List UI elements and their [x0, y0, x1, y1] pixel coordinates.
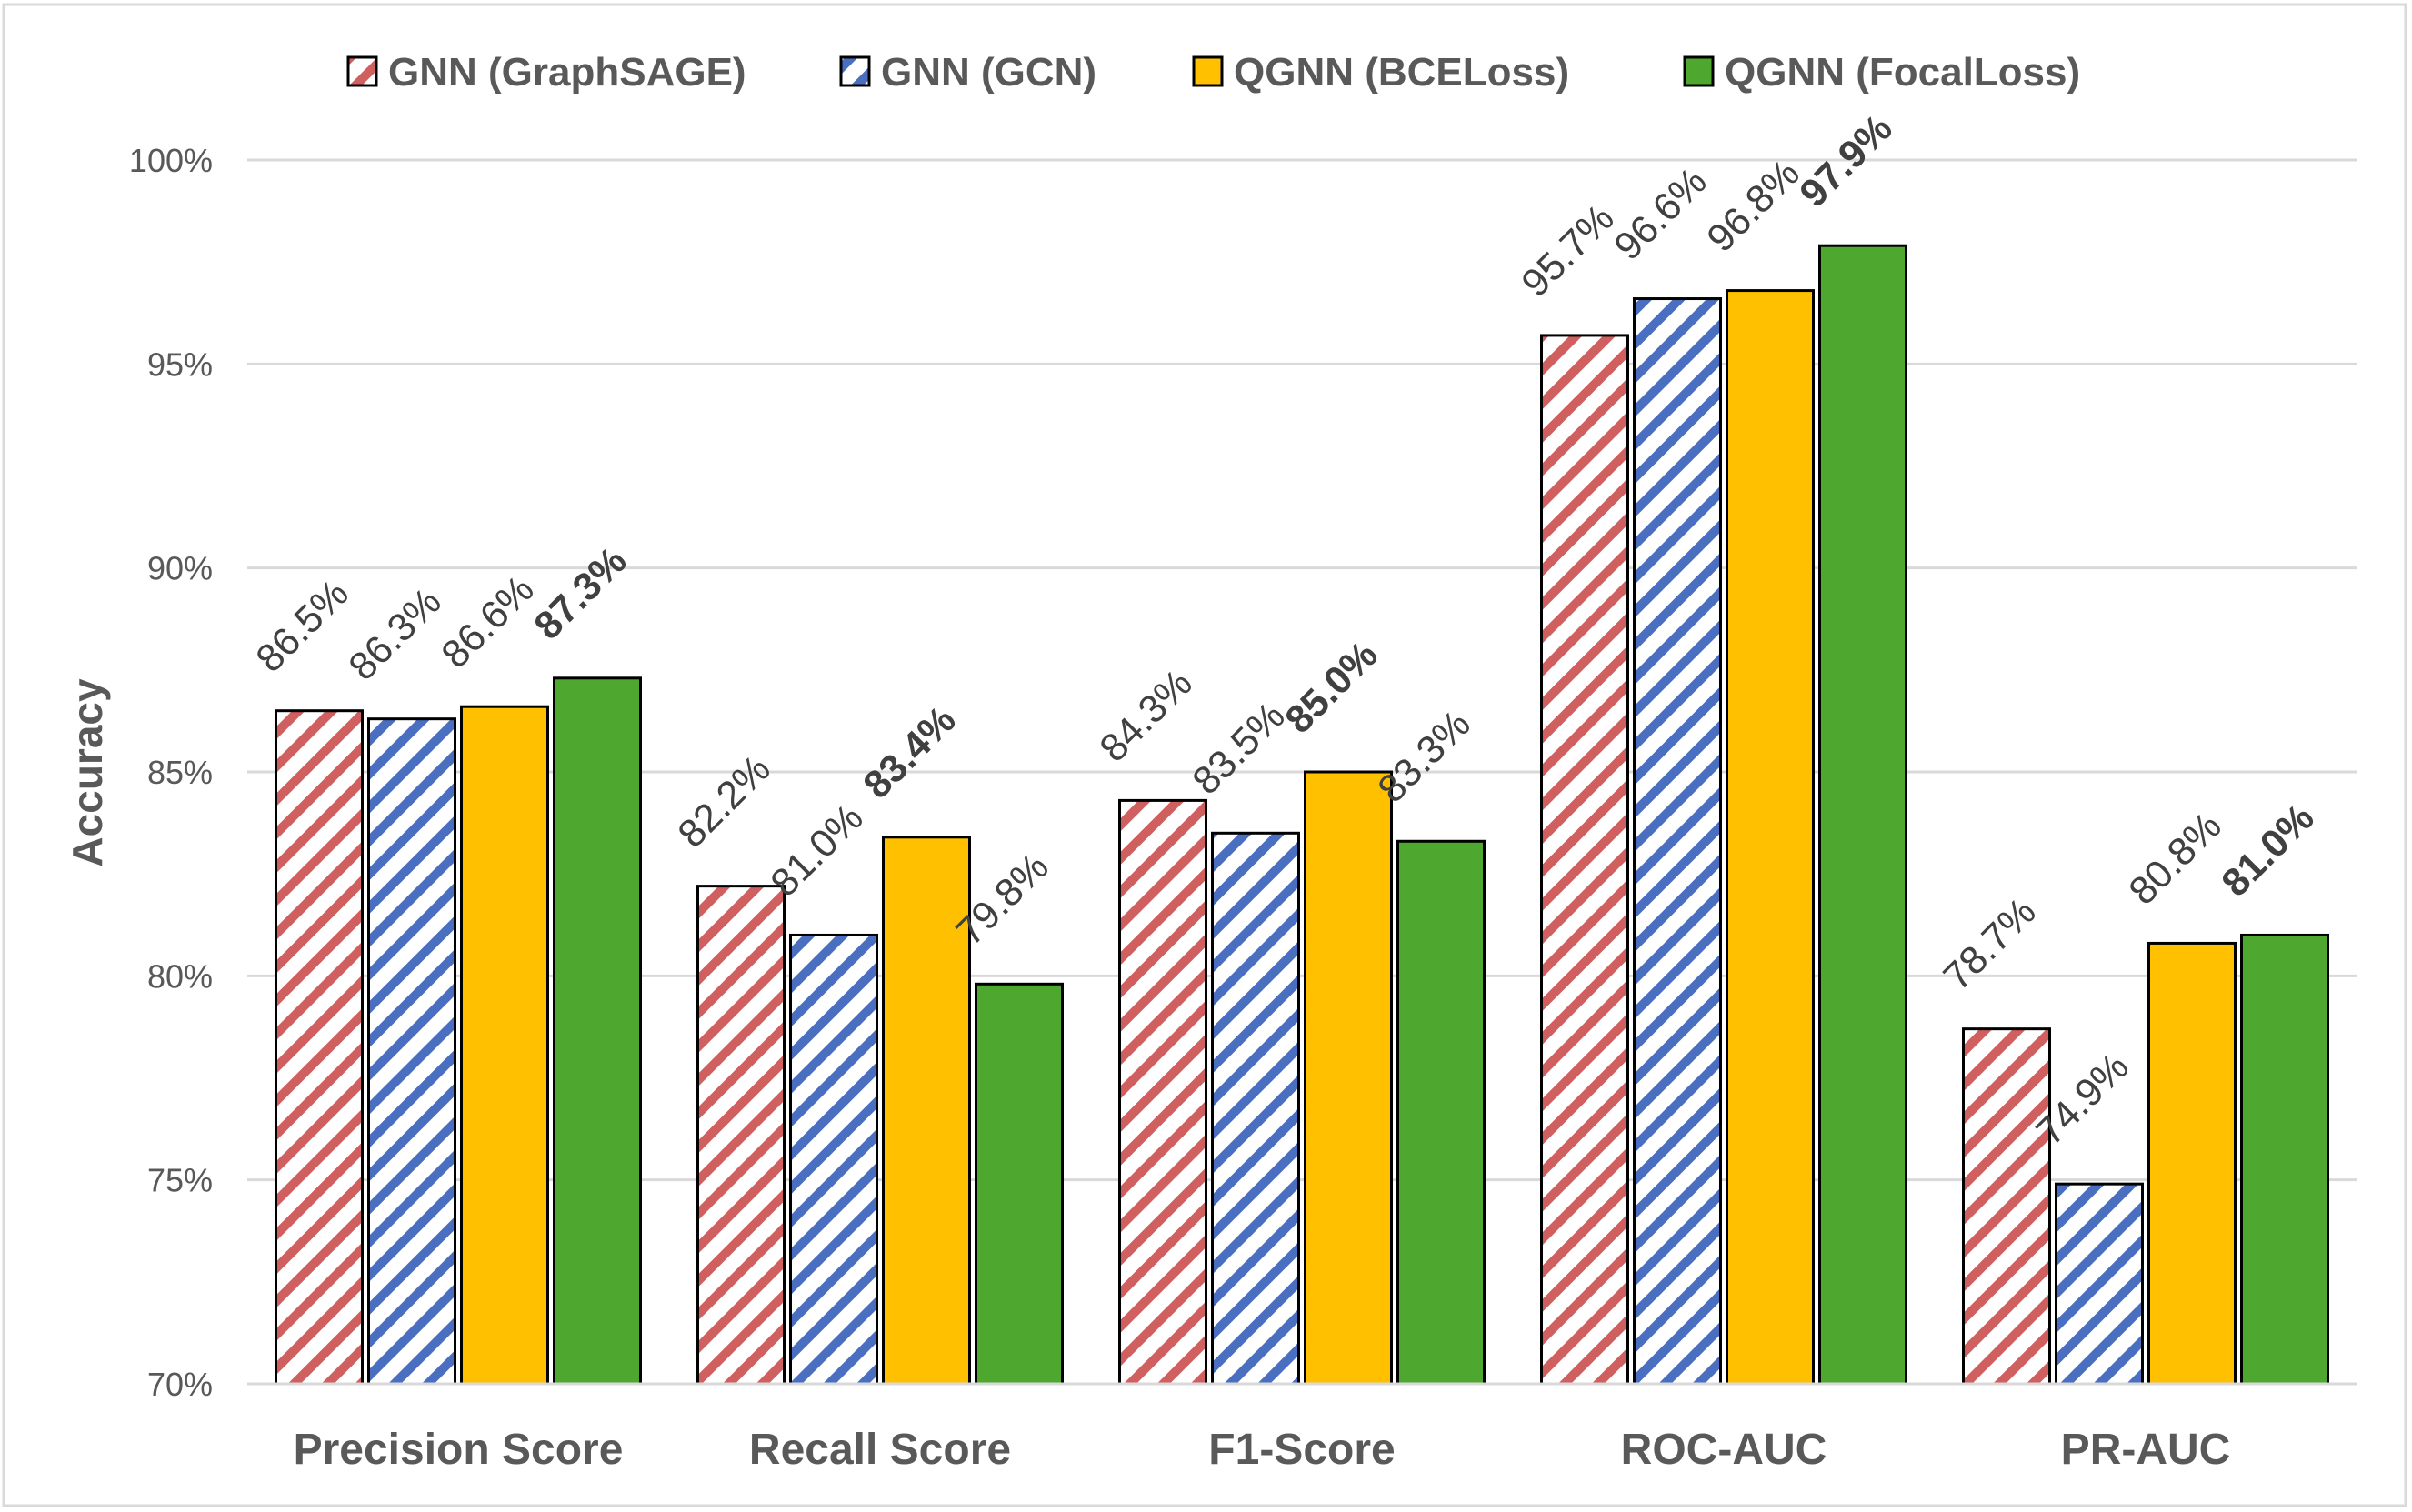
y-tick-label: 80% [147, 957, 213, 995]
bar-qgnn-bceloss-f1-score [1304, 770, 1393, 1386]
bar-qgnn-focalloss-precision-score [553, 676, 642, 1386]
x-axis-category-labels: Precision Score Recall Score F1-Score ROC-A… [294, 1426, 2231, 1474]
x-category-label: F1-Score [1208, 1426, 1395, 1474]
y-tick-label: 85% [147, 754, 213, 791]
bar-qgnn-bceloss-precision-score [460, 705, 549, 1386]
bar-gnn-gcn-precision-score [367, 717, 456, 1386]
bar-gnn-gcn-roc-auc [1633, 297, 1722, 1386]
y-tick-label: 75% [147, 1162, 213, 1199]
bar-qgnn-bceloss-roc-auc [1726, 289, 1815, 1386]
y-tick-label: 70% [147, 1366, 213, 1403]
y-tick-label: 90% [147, 550, 213, 587]
legend-item[interactable]: GNN (GCN) [839, 50, 1096, 95]
legend-item[interactable]: QGNN (BCELoss) [1192, 50, 1569, 95]
bar-qgnn-bceloss-pr-auc [2147, 941, 2237, 1386]
bar-gnn-graphsage-recall-score [696, 885, 786, 1386]
bar-qgnn-focalloss-f1-score [1396, 839, 1486, 1386]
y-tick-label: 95% [147, 345, 213, 383]
legend-label: GNN (GCN) [881, 50, 1096, 95]
legend: GNN (GraphSAGE) GNN (GCN) QGNN (BCELoss) QG… [346, 50, 2080, 95]
legend-item[interactable]: QGNN (FocalLoss) [1683, 50, 2080, 95]
legend-swatch [346, 55, 378, 87]
y-axis-ticks: 70% 75% 80% 85% 90% 95% 100% [129, 142, 213, 1403]
bars [275, 244, 2329, 1386]
bar-gnn-gcn-f1-score [1211, 831, 1300, 1386]
bar-qgnn-focalloss-roc-auc [1818, 244, 1907, 1386]
legend-swatch [1683, 55, 1715, 87]
legend-swatch [839, 55, 871, 87]
y-tick-label: 100% [129, 142, 213, 179]
y-axis-title: Accuracy [64, 678, 111, 867]
legend-item[interactable]: GNN (GraphSAGE) [346, 50, 746, 95]
x-category-label: PR-AUC [2061, 1426, 2231, 1474]
bar-qgnn-focalloss-recall-score [975, 982, 1064, 1386]
bar-gnn-gcn-pr-auc [2055, 1182, 2144, 1386]
legend-label: QGNN (FocalLoss) [1725, 50, 2080, 95]
bar-gnn-graphsage-roc-auc [1540, 334, 1629, 1386]
bar-gnn-graphsage-f1-score [1118, 798, 1207, 1386]
bar-gnn-graphsage-pr-auc [1962, 1027, 2051, 1386]
legend-label: GNN (GraphSAGE) [388, 50, 746, 95]
bar-qgnn-focalloss-pr-auc [2240, 933, 2329, 1386]
bar-gnn-gcn-recall-score [789, 933, 878, 1386]
x-category-label: ROC-AUC [1621, 1426, 1827, 1474]
legend-label: QGNN (BCELoss) [1234, 50, 1569, 95]
bar-gnn-graphsage-precision-score [275, 709, 364, 1386]
x-category-label: Recall Score [749, 1426, 1011, 1474]
legend-swatch [1192, 55, 1224, 87]
x-category-label: Precision Score [294, 1426, 624, 1474]
